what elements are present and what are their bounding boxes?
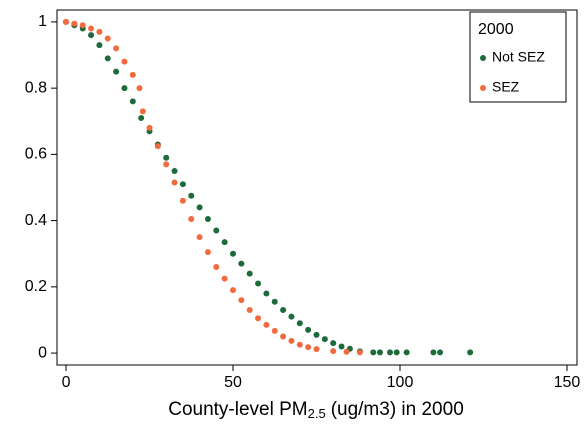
data-point xyxy=(246,270,253,277)
x-axis-label: County-level PM2.5 (ug/m3) in 2000 xyxy=(168,399,464,421)
x-label-subscript: 2.5 xyxy=(308,406,326,421)
x-label-prefix: County-level PM xyxy=(168,399,307,420)
x-tick-label: 100 xyxy=(387,374,414,391)
data-point xyxy=(96,28,103,35)
legend-box xyxy=(469,11,567,103)
data-point xyxy=(246,307,253,314)
data-point xyxy=(296,341,303,348)
plot-frame xyxy=(56,9,578,366)
data-point xyxy=(255,315,262,322)
data-point xyxy=(356,349,363,356)
data-point xyxy=(196,204,203,211)
data-point xyxy=(280,307,287,314)
data-point xyxy=(88,32,95,39)
data-point xyxy=(204,249,211,256)
data-point xyxy=(179,181,186,188)
data-point xyxy=(255,280,262,287)
data-point xyxy=(437,349,444,356)
data-point xyxy=(129,98,136,105)
data-point xyxy=(238,260,245,267)
legend-label: Not SEZ xyxy=(492,49,545,65)
data-point xyxy=(171,167,178,174)
legend-title: 2000 xyxy=(478,21,514,38)
data-point xyxy=(196,234,203,241)
data-point xyxy=(221,239,228,246)
legend-marker xyxy=(480,55,486,61)
y-tick-label: 0.4 xyxy=(25,212,47,229)
data-point xyxy=(179,197,186,204)
data-point xyxy=(163,154,170,161)
data-point xyxy=(271,298,278,305)
data-point xyxy=(288,313,295,320)
x-label-suffix: (ug/m3) in 2000 xyxy=(331,399,464,420)
data-point xyxy=(305,344,312,351)
data-point xyxy=(296,320,303,327)
data-point xyxy=(403,349,410,356)
data-point xyxy=(343,348,350,355)
data-point xyxy=(370,349,377,356)
data-point xyxy=(280,333,287,340)
data-point xyxy=(330,340,337,347)
data-point xyxy=(63,18,70,25)
data-point xyxy=(136,85,143,92)
x-tick-label: 0 xyxy=(62,374,71,391)
data-point xyxy=(171,179,178,186)
data-point xyxy=(221,275,228,282)
data-point xyxy=(230,287,237,294)
data-point xyxy=(313,331,320,338)
data-point xyxy=(188,215,195,222)
data-point xyxy=(213,263,220,270)
y-tick-label: 0.8 xyxy=(25,79,47,96)
data-point xyxy=(163,161,170,168)
data-point xyxy=(113,68,120,75)
legend-label: SEZ xyxy=(492,79,520,95)
data-point xyxy=(238,297,245,304)
x-tick-label: 150 xyxy=(554,374,581,391)
data-point xyxy=(188,192,195,199)
data-point xyxy=(313,346,320,353)
data-point xyxy=(288,337,295,344)
data-point xyxy=(271,327,278,334)
data-point xyxy=(263,321,270,328)
y-tick-label: 1 xyxy=(38,13,47,30)
data-point xyxy=(230,250,237,257)
data-point xyxy=(393,349,400,356)
data-point xyxy=(305,326,312,333)
x-tick-label: 50 xyxy=(224,374,242,391)
data-point xyxy=(88,25,95,32)
data-point xyxy=(71,20,78,27)
data-point xyxy=(204,215,211,222)
data-point xyxy=(467,349,474,356)
data-point xyxy=(121,85,128,92)
data-point xyxy=(121,58,128,65)
data-point xyxy=(96,42,103,49)
data-point xyxy=(113,45,120,52)
data-point xyxy=(321,336,328,343)
data-point xyxy=(79,22,86,29)
data-point xyxy=(263,290,270,297)
data-point xyxy=(146,124,153,131)
data-point xyxy=(338,343,345,350)
y-tick-label: 0.6 xyxy=(25,146,47,163)
data-point xyxy=(104,35,111,42)
legend-marker xyxy=(480,85,486,91)
data-point xyxy=(386,349,393,356)
data-point xyxy=(376,349,383,356)
data-point xyxy=(104,55,111,62)
data-point xyxy=(139,108,146,115)
data-point xyxy=(154,143,161,150)
data-point xyxy=(430,349,437,356)
data-point xyxy=(129,71,136,78)
legend: 2000 xyxy=(469,11,567,103)
data-point xyxy=(138,114,145,121)
data-point xyxy=(330,348,337,355)
data-point xyxy=(213,227,220,234)
y-tick-label: 0.2 xyxy=(25,278,47,295)
y-tick-label: 0 xyxy=(38,344,47,361)
